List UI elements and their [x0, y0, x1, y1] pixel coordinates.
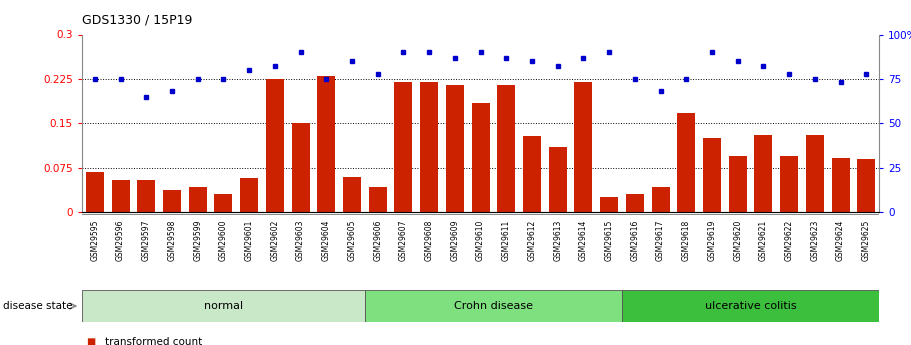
Bar	[622, 290, 879, 322]
Bar	[651, 187, 670, 212]
Bar	[729, 156, 747, 212]
Text: GSM29603: GSM29603	[296, 220, 305, 262]
Bar	[189, 187, 207, 212]
Text: GSM29598: GSM29598	[168, 220, 177, 262]
Text: GSM29616: GSM29616	[630, 220, 640, 262]
Bar	[575, 82, 592, 212]
Text: GSM29613: GSM29613	[553, 220, 562, 262]
Text: GSM29595: GSM29595	[90, 220, 99, 262]
Bar	[343, 177, 361, 212]
Bar	[163, 190, 181, 212]
Text: GSM29625: GSM29625	[862, 220, 871, 262]
Text: GSM29597: GSM29597	[142, 220, 151, 262]
Bar	[364, 290, 622, 322]
Bar	[677, 113, 695, 212]
Bar	[857, 159, 875, 212]
Text: ulcerative colitis: ulcerative colitis	[705, 301, 796, 311]
Text: GDS1330 / 15P19: GDS1330 / 15P19	[82, 14, 192, 27]
Bar	[472, 102, 489, 212]
Bar	[780, 156, 798, 212]
Text: disease state: disease state	[3, 301, 72, 311]
Text: GSM29609: GSM29609	[450, 220, 459, 262]
Text: GSM29621: GSM29621	[759, 220, 768, 261]
Text: GSM29605: GSM29605	[347, 220, 356, 262]
Text: GSM29622: GSM29622	[784, 220, 793, 261]
Bar	[111, 180, 129, 212]
Text: transformed count: transformed count	[105, 337, 202, 345]
Bar	[292, 124, 310, 212]
Text: GSM29611: GSM29611	[502, 220, 511, 261]
Bar	[703, 138, 721, 212]
Text: GSM29600: GSM29600	[219, 220, 228, 262]
Bar	[241, 178, 258, 212]
Text: GSM29604: GSM29604	[322, 220, 331, 262]
Bar	[138, 180, 155, 212]
Bar	[82, 290, 364, 322]
Text: GSM29615: GSM29615	[605, 220, 614, 262]
Text: GSM29623: GSM29623	[810, 220, 819, 262]
Text: GSM29612: GSM29612	[527, 220, 537, 261]
Bar	[626, 195, 644, 212]
Text: GSM29624: GSM29624	[836, 220, 845, 262]
Bar	[420, 82, 438, 212]
Text: GSM29601: GSM29601	[245, 220, 253, 262]
Bar	[548, 147, 567, 212]
Text: normal: normal	[204, 301, 243, 311]
Bar	[806, 135, 824, 212]
Bar	[445, 85, 464, 212]
Text: ■: ■	[87, 337, 96, 345]
Text: GSM29620: GSM29620	[733, 220, 742, 262]
Bar	[214, 195, 232, 212]
Text: GSM29608: GSM29608	[425, 220, 434, 262]
Bar	[86, 172, 104, 212]
Text: GSM29599: GSM29599	[193, 220, 202, 262]
Text: GSM29610: GSM29610	[476, 220, 485, 262]
Bar	[369, 187, 386, 212]
Bar	[266, 79, 284, 212]
Bar	[317, 76, 335, 212]
Text: Crohn disease: Crohn disease	[454, 301, 533, 311]
Bar	[754, 135, 773, 212]
Text: GSM29618: GSM29618	[681, 220, 691, 261]
Bar	[394, 82, 413, 212]
Text: GSM29596: GSM29596	[116, 220, 125, 262]
Text: GSM29614: GSM29614	[578, 220, 588, 262]
Text: GSM29617: GSM29617	[656, 220, 665, 262]
Text: GSM29602: GSM29602	[271, 220, 280, 262]
Bar	[523, 136, 541, 212]
Bar	[832, 158, 850, 212]
Bar	[600, 197, 619, 212]
Bar	[497, 85, 516, 212]
Text: GSM29606: GSM29606	[374, 220, 383, 262]
Text: GSM29619: GSM29619	[708, 220, 716, 262]
Text: GSM29607: GSM29607	[399, 220, 408, 262]
